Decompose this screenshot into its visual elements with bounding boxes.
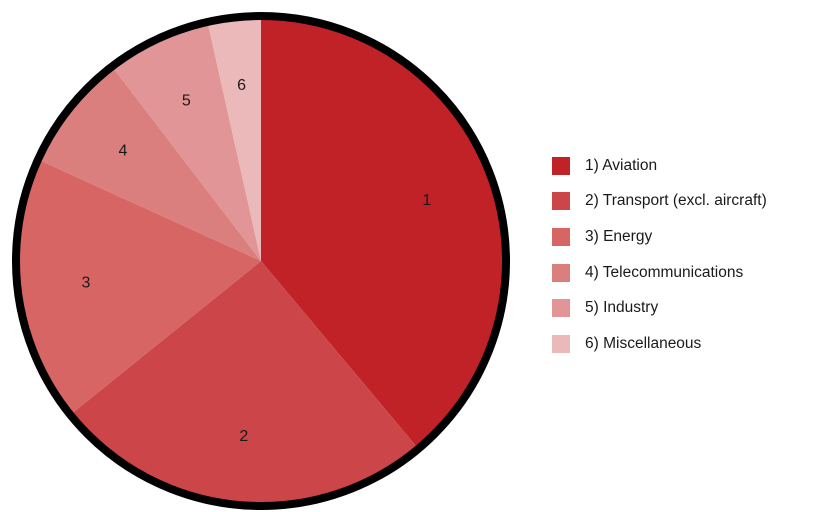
legend-swatch-6: [552, 334, 570, 353]
legend-item-3: 3) Energy: [552, 219, 767, 255]
pie-slices: [16, 16, 506, 506]
pie-slice-6: [207, 16, 261, 261]
legend-label-2: 2) Transport (excl. aircraft): [585, 192, 767, 210]
legend-item-6: 6) Miscellaneous: [552, 326, 767, 362]
legend-label-5: 5) Industry: [585, 299, 659, 317]
legend-swatch-2: [552, 192, 570, 211]
legend-item-2: 2) Transport (excl. aircraft): [552, 184, 767, 220]
pie-slice-1: [261, 16, 506, 449]
pie-slice-labels: 1 2 3 4 5 6: [82, 77, 432, 445]
pie-slice-5: [112, 21, 261, 262]
pie-slice-2: [70, 261, 419, 506]
legend: 1) Aviation 2) Transport (excl. aircraft)…: [552, 148, 767, 362]
legend-swatch-5: [552, 299, 570, 318]
legend-item-5: 5) Industry: [552, 290, 767, 326]
legend-label-1: 1) Aviation: [585, 156, 658, 174]
pie-slice-label-6: 6: [237, 77, 246, 94]
pie-slice-4: [38, 66, 261, 261]
pie-outline: [12, 12, 510, 510]
pie-slice-label-4: 4: [119, 143, 128, 160]
pie-slice-label-3: 3: [82, 275, 91, 292]
legend-label-4: 4) Telecommunications: [585, 263, 744, 281]
legend-item-4: 4) Telecommunications: [552, 255, 767, 291]
legend-item-1: 1) Aviation: [552, 148, 767, 184]
pie-slice-3: [16, 159, 262, 415]
legend-swatch-3: [552, 227, 570, 246]
legend-swatch-1: [552, 156, 570, 175]
pie-slice-label-1: 1: [422, 192, 431, 209]
pie-slice-label-2: 2: [239, 428, 248, 445]
legend-label-6: 6) Miscellaneous: [585, 334, 702, 352]
legend-label-3: 3) Energy: [585, 227, 653, 245]
legend-swatch-4: [552, 263, 570, 282]
pie-slice-label-5: 5: [182, 93, 191, 110]
